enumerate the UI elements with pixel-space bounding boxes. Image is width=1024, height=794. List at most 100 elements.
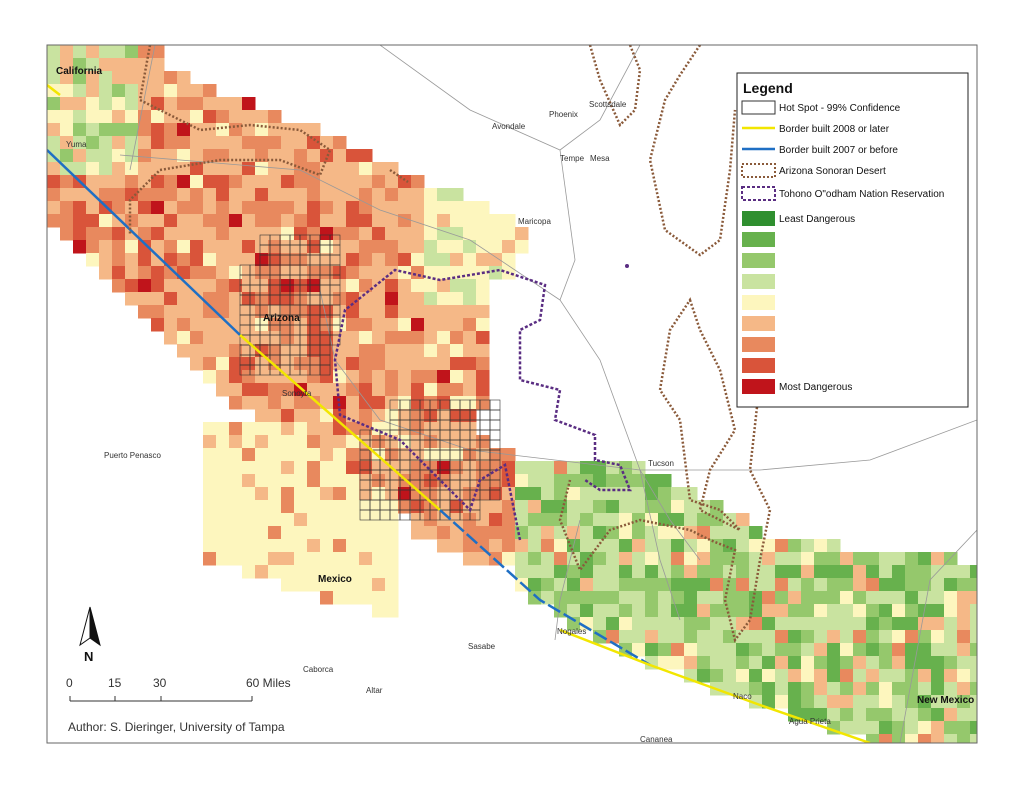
border-new — [47, 84, 61, 96]
grid-cell — [320, 565, 334, 579]
grid-cell — [320, 591, 334, 605]
grid-cell — [710, 565, 724, 579]
grid-cell — [320, 162, 334, 176]
grid-cell — [385, 396, 399, 410]
grid-cell — [177, 331, 191, 345]
grid-cell — [827, 682, 841, 696]
grid-cell — [242, 292, 256, 306]
grid-cell — [229, 552, 243, 566]
grid-cell — [242, 448, 256, 462]
grid-cell — [918, 617, 932, 631]
grid-cell — [47, 175, 61, 189]
grid-cell — [164, 240, 178, 254]
grid-cell — [164, 71, 178, 85]
grid-cell — [320, 136, 334, 150]
grid-cell — [762, 695, 776, 709]
grid-cell — [684, 604, 698, 618]
grid-cell — [151, 279, 165, 293]
grid-cell — [437, 240, 451, 254]
grid-cell — [762, 552, 776, 566]
grid-cell — [255, 539, 269, 553]
grid-cell — [463, 318, 477, 332]
grid-cell — [229, 240, 243, 254]
grid-cell — [632, 630, 646, 644]
grid-cell — [853, 591, 867, 605]
grid-cell — [164, 214, 178, 228]
grid-cell — [294, 266, 308, 280]
grid-cell — [411, 370, 425, 384]
grid-cell — [203, 331, 217, 345]
grid-cell — [294, 409, 308, 423]
grid-cell — [372, 500, 386, 514]
grid-cell — [99, 123, 113, 137]
place-label: California — [56, 66, 103, 77]
grid-cell — [619, 578, 633, 592]
grid-cell — [554, 474, 568, 488]
grid-cell — [645, 539, 659, 553]
grid-cell — [86, 253, 100, 267]
legend-label: Border built 2008 or later — [779, 124, 890, 135]
grid-cell — [203, 110, 217, 124]
legend: Legend Hot Spot - 99% Confidence Border … — [736, 72, 969, 408]
grid-cell — [892, 591, 906, 605]
grid-cell — [294, 201, 308, 215]
grid-cell — [177, 318, 191, 332]
grid-cell — [268, 240, 282, 254]
hot-spot — [469, 509, 481, 521]
grid-cell — [86, 84, 100, 98]
grid-cell — [164, 279, 178, 293]
grid-cell — [697, 617, 711, 631]
grid-cell — [138, 188, 152, 202]
grid-cell — [203, 318, 217, 332]
grid-cell — [229, 253, 243, 267]
grid-cell — [346, 487, 360, 501]
grid-cell — [788, 578, 802, 592]
grid-cell — [385, 565, 399, 579]
border — [47, 84, 871, 743]
grid-cell — [840, 630, 854, 644]
grid-cell — [749, 682, 763, 696]
grid-cell — [892, 578, 906, 592]
grid-cell — [489, 266, 503, 280]
grid-cell — [762, 604, 776, 618]
legend-label: Arizona Sonoran Desert — [779, 166, 886, 177]
grid-cell — [476, 292, 490, 306]
grid-cell — [398, 344, 412, 358]
grid-cell — [203, 162, 217, 176]
grid-cell — [125, 110, 139, 124]
grid-cell — [450, 240, 464, 254]
grid-cell — [450, 539, 464, 553]
grid-cell — [242, 396, 256, 410]
grid-cell — [814, 578, 828, 592]
grid-cell — [359, 357, 373, 371]
grid-cell — [203, 526, 217, 540]
grid-cell — [372, 292, 386, 306]
grid-cell — [632, 461, 646, 475]
grid-cell — [437, 214, 451, 228]
grid-cell — [476, 240, 490, 254]
grid-cell — [281, 201, 295, 215]
grid-cell — [632, 552, 646, 566]
grid-cell — [970, 682, 977, 696]
grid-cell — [255, 240, 269, 254]
grid-cell — [216, 305, 230, 319]
grid-cell — [593, 513, 607, 527]
grid-cell — [281, 240, 295, 254]
grid-cell — [905, 656, 919, 670]
grid-cell — [47, 123, 61, 137]
grid-cell — [307, 552, 321, 566]
grid-cell — [580, 604, 594, 618]
grid-cell — [138, 292, 152, 306]
grid-cell — [307, 344, 321, 358]
grid-cell — [268, 266, 282, 280]
grid-cell — [255, 526, 269, 540]
grid-cell — [645, 604, 659, 618]
grid-cell — [255, 175, 269, 189]
grid-cell — [86, 71, 100, 85]
grid-cell — [437, 487, 451, 501]
grid-cell — [476, 396, 490, 410]
grid-cell — [944, 708, 958, 722]
grid-cell — [788, 630, 802, 644]
grid-cell — [437, 227, 451, 241]
grid-cell — [918, 721, 932, 735]
